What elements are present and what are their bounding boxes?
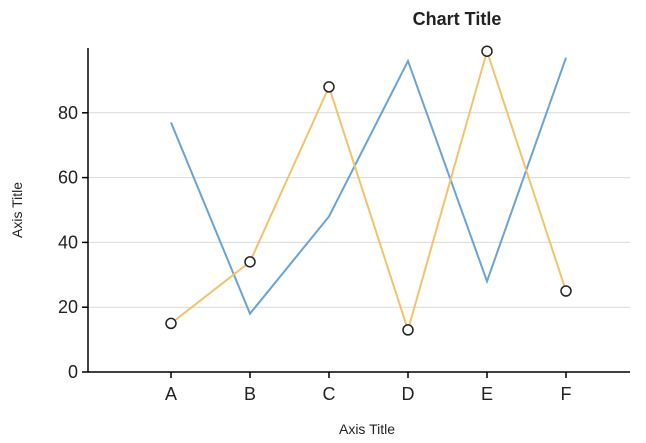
y-tick-label-60: 60 bbox=[58, 168, 78, 188]
marker-layer bbox=[165, 45, 572, 336]
series-layer bbox=[170, 47, 567, 334]
series-2-point-D bbox=[402, 324, 414, 336]
x-tick-label-C: C bbox=[323, 384, 336, 404]
y-tick-label-20: 20 bbox=[58, 297, 78, 317]
x-tick-label-D: D bbox=[402, 384, 415, 404]
y-tick-label-0: 0 bbox=[68, 362, 78, 382]
x-axis-title: Axis Title bbox=[339, 421, 395, 437]
tick-layer: 0 20 40 60 80 A B C D E F bbox=[58, 103, 572, 404]
series-line-1 bbox=[170, 57, 567, 316]
series-2-point-C bbox=[323, 81, 335, 93]
y-tick-label-40: 40 bbox=[58, 232, 78, 252]
series-2-point-E bbox=[481, 45, 493, 57]
series-2-point-A bbox=[165, 317, 177, 330]
x-tick-label-F: F bbox=[561, 384, 572, 404]
y-axis-title: Axis Title bbox=[9, 182, 25, 238]
axes bbox=[87, 48, 630, 373]
x-tick-label-A: A bbox=[165, 384, 177, 404]
y-tick-label-80: 80 bbox=[58, 103, 78, 123]
x-tick-label-E: E bbox=[481, 384, 493, 404]
series-line-2 bbox=[170, 47, 567, 334]
x-tick-label-B: B bbox=[244, 384, 256, 404]
series-2-point-F bbox=[560, 285, 572, 297]
series-2-point-B bbox=[244, 256, 256, 268]
grid-lines bbox=[88, 112, 630, 308]
chart-title: Chart Title bbox=[413, 9, 502, 29]
